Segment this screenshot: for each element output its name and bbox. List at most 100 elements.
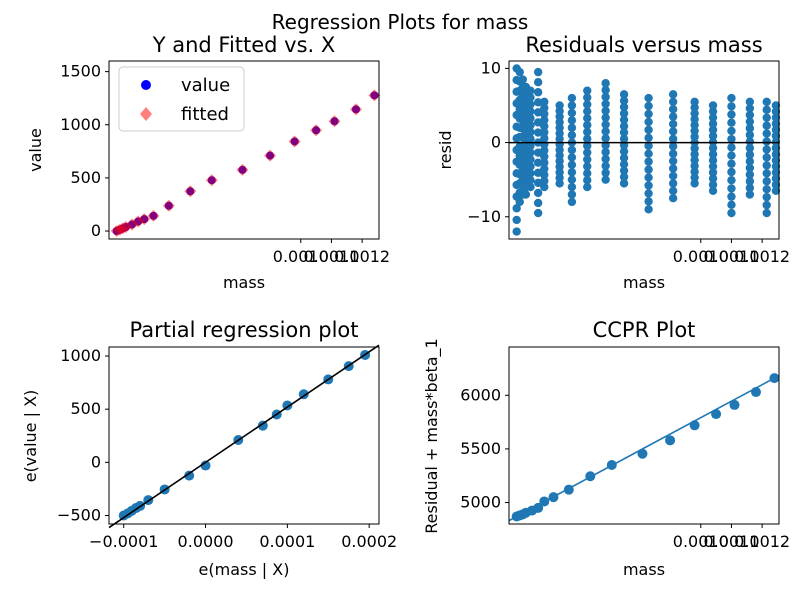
residual-point <box>762 185 771 194</box>
fitted-point <box>138 213 151 226</box>
residual-point <box>567 197 577 207</box>
panel-3-xtick-label: 0.0002 <box>341 532 397 551</box>
residual-point <box>668 127 678 136</box>
residual-point <box>668 156 678 166</box>
residual-point <box>540 128 549 137</box>
panel-3-marks <box>108 344 380 529</box>
residual-point <box>567 145 577 155</box>
residual-point <box>619 160 629 169</box>
residual-point <box>771 107 781 116</box>
residual-point <box>583 86 592 95</box>
residual-point <box>644 101 653 111</box>
residual-point <box>521 190 531 199</box>
residual-point <box>533 208 543 218</box>
residual-point <box>668 97 678 106</box>
residual-point <box>745 104 755 113</box>
residual-point <box>668 194 678 203</box>
fitted-point <box>310 124 323 137</box>
residual-point <box>619 166 629 175</box>
residual-point <box>644 165 653 174</box>
residual-point <box>771 156 781 165</box>
legend-label-fitted: fitted <box>181 104 229 125</box>
residual-point <box>583 148 592 157</box>
residual-point <box>668 149 678 158</box>
partial-regression-point <box>257 420 268 431</box>
panel-4-xlabel: mass <box>623 560 665 579</box>
residual-point <box>745 110 755 120</box>
ccpr-point <box>689 420 700 431</box>
panel-1-xtick-label: 0.0010 <box>273 247 329 266</box>
residual-point <box>512 215 521 225</box>
legend-marker-fitted <box>140 107 152 121</box>
fitted-point <box>205 174 218 187</box>
panel-2-ytick-label: 10 <box>481 58 501 77</box>
panel-1-xtick-label: 0.0012 <box>334 247 390 266</box>
panel-4-xtick-label: 0.0012 <box>734 532 790 551</box>
residual-point <box>619 147 629 156</box>
panel-3-ytick-label: 500 <box>70 399 101 418</box>
residual-point <box>644 173 653 182</box>
residual-point <box>601 92 610 102</box>
residual-point <box>745 190 755 199</box>
ccpr-point <box>563 484 574 495</box>
residual-point <box>727 192 736 201</box>
residual-point <box>533 198 543 208</box>
residual-point <box>644 125 653 135</box>
residual-point <box>771 125 781 135</box>
residual-point <box>583 134 592 144</box>
residual-point <box>668 105 678 114</box>
residual-point <box>583 107 592 116</box>
residual-point <box>745 143 755 153</box>
residual-point <box>526 155 535 164</box>
residual-point <box>668 142 678 151</box>
ccpr-point <box>539 496 550 507</box>
residual-point <box>583 100 592 109</box>
residual-point <box>727 200 736 210</box>
residual-point <box>727 102 736 111</box>
ccpr-point <box>637 448 648 459</box>
residual-point <box>526 162 535 171</box>
residual-point <box>762 200 771 210</box>
ccpr-point <box>533 502 544 513</box>
fitted-point <box>184 185 197 198</box>
residual-point <box>567 153 577 162</box>
residual-point <box>771 174 781 183</box>
fitted-point <box>162 199 175 212</box>
panel-1-ytick-label: 0 <box>91 221 101 240</box>
ccpr-point <box>548 492 559 503</box>
residual-point <box>708 168 718 177</box>
residual-point <box>540 103 549 113</box>
ccpr-point <box>606 460 617 470</box>
residual-point <box>727 208 736 218</box>
residual-point <box>567 130 577 140</box>
residual-point <box>762 129 771 138</box>
residual-point <box>601 147 610 157</box>
residual-point <box>601 85 610 95</box>
panel-3-frame <box>108 346 380 525</box>
residual-point <box>526 100 535 109</box>
residual-point <box>644 117 653 127</box>
residual-point <box>619 121 629 131</box>
panel-3-title: Partial regression plot <box>130 318 359 342</box>
panel-4-ytick-label: 5500 <box>460 439 501 458</box>
panel-3-ticks: −0.0001 0.0000 0.0001 0.0002 −500 0 500 1000 <box>57 346 397 551</box>
residual-point <box>540 97 549 106</box>
residual-point <box>567 108 577 118</box>
residual-point <box>762 113 771 122</box>
residual-point <box>690 103 699 112</box>
residual-point <box>727 134 736 144</box>
residual-point <box>745 97 755 106</box>
panel-3-xtick-label: 0.0000 <box>178 532 234 551</box>
panel-3-ytick-label: 0 <box>91 452 101 471</box>
residual-point <box>644 205 653 214</box>
residual-point <box>583 155 592 164</box>
residual-point <box>771 131 781 141</box>
residual-point <box>619 172 629 182</box>
residual-point <box>762 169 771 178</box>
residual-point <box>690 150 699 159</box>
panel-2-frame <box>508 60 780 240</box>
residual-point <box>567 123 577 132</box>
panel-1-xlabel: mass <box>223 273 265 292</box>
panel-partial-regression: Partial regression plot −0.0001 0.0000 0.0… <box>21 318 397 579</box>
